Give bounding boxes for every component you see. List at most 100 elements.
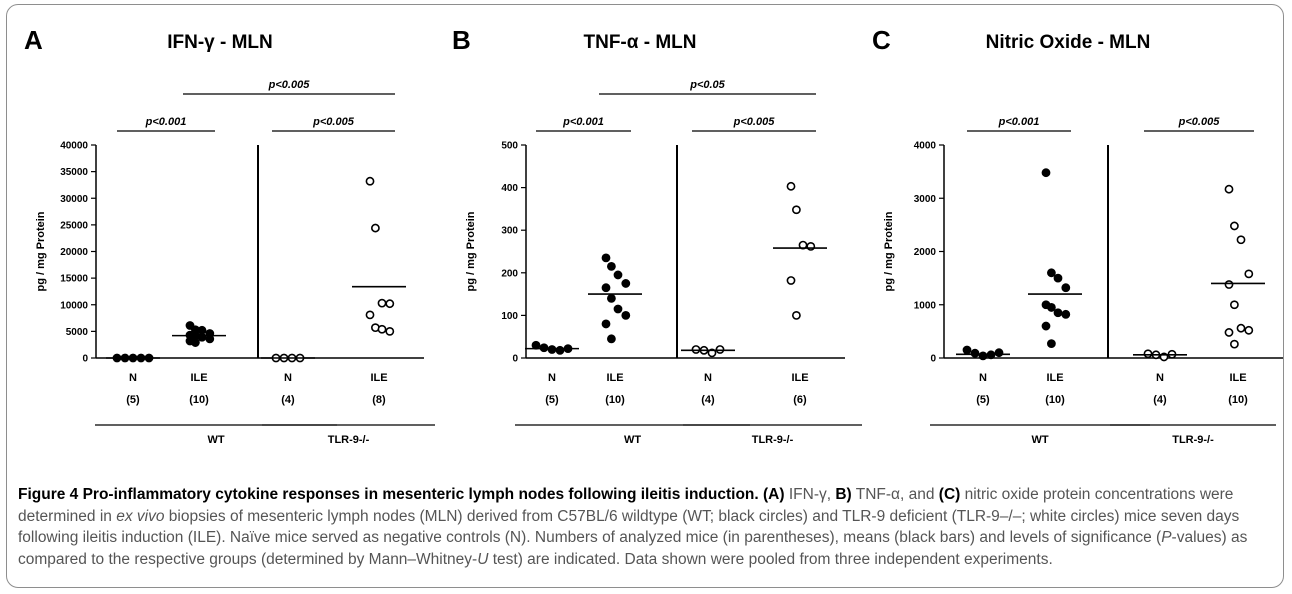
panel-b-data-point: [607, 293, 616, 303]
panel-c-data-point: [1047, 268, 1056, 278]
panel-a-category-label: N: [284, 372, 292, 384]
panel-c-data-point: [1224, 184, 1234, 194]
panel-c-y-tick-label: 4000: [914, 141, 937, 152]
panel-b-group-label: WT: [624, 434, 641, 446]
panel-b-data-point: [621, 279, 631, 288]
panel-a-letter: A: [24, 25, 43, 55]
panel-b-data-point: [786, 276, 796, 285]
panel-c-data-point: [1053, 308, 1063, 318]
panel-b-data-point: [547, 345, 557, 354]
panel-c-data-point: [1061, 283, 1071, 293]
panel-b-category-label: N: [704, 372, 712, 384]
caption-p-italic: P: [1161, 529, 1172, 546]
panel-c-significance-label: p<0.005: [1178, 116, 1221, 128]
panel-b-category-label: ILE: [791, 372, 808, 384]
panel-a-category-label: ILE: [190, 372, 207, 384]
panel-a-title: IFN-γ - MLN: [167, 32, 273, 53]
panel-a-data-point: [385, 299, 395, 309]
panel-a-group-label: WT: [207, 434, 224, 446]
panel-c-category-n: (10): [1045, 394, 1065, 406]
panel-b-letter: B: [452, 25, 471, 55]
panel-a-y-tick-label: 20000: [60, 247, 88, 258]
panel-c-y-tick-label: 3000: [914, 194, 937, 205]
caption-text2: biopsies of mesenteric lymph nodes (MLN)…: [18, 507, 1240, 547]
figure-charts: A IFN-γ - MLN 0 5000 10000 15000 20000 25000 300…: [24, 25, 1283, 446]
panel-a-y-tick-label: 0: [82, 354, 88, 365]
panel-b-title: TNF-α - MLN: [584, 32, 697, 53]
panel-c-data-point: [1224, 328, 1234, 337]
panel-b-y-tick-label: 300: [501, 226, 518, 237]
figure-caption: Figure 4 Pro-inflammatory cytokine respo…: [18, 484, 1273, 570]
panel-b-data-point: [621, 310, 631, 320]
panel-c-letter: C: [872, 25, 891, 55]
panel-c-category-label: N: [979, 372, 987, 384]
panel-a-y-tick-label: 35000: [60, 167, 88, 178]
panel-b-significance-label: p<0.05: [689, 79, 725, 91]
panel-b-data-point: [607, 262, 616, 271]
panel-c-data-point: [1236, 323, 1246, 333]
panel-a-category-n: (4): [281, 394, 295, 406]
panel-c-data-point: [1244, 269, 1254, 279]
caption-title: Figure 4 Pro-inflammatory cytokine respo…: [18, 486, 759, 503]
panel-c-data-point: [1047, 339, 1056, 349]
panel-c-group-label: WT: [1031, 434, 1048, 446]
caption-c-text: nitric oxide protein concentrations were…: [18, 486, 1234, 525]
panel-a-significance-label: p<0.005: [312, 116, 355, 128]
panel-a-y-tick-label: 30000: [60, 194, 88, 205]
panel-a-data-point: [190, 338, 200, 347]
panel-b-data-point: [531, 340, 541, 350]
panel-b-data-point: [607, 334, 616, 344]
panel-a-data-point: [377, 298, 387, 308]
panel-c-category-label: ILE: [1229, 372, 1246, 384]
panel-c-y-tick-label: 2000: [914, 247, 937, 258]
panel-a-data-point: [377, 324, 387, 334]
figure-frame: [6, 4, 1284, 588]
panel-a-group-label: TLR-9-/-: [328, 434, 370, 446]
panel-b-data-point: [539, 343, 549, 353]
panel-c-significance-label: p<0.001: [998, 116, 1040, 128]
panel-b-y-tick-label: 400: [501, 183, 518, 194]
panel-a-y-tick-label: 15000: [60, 274, 88, 285]
panel-c-category-label: ILE: [1046, 372, 1063, 384]
caption-u-italic: U: [477, 550, 489, 568]
caption-a-text: IFN-γ,: [784, 486, 836, 503]
panel-a-category-n: (5): [126, 394, 140, 406]
panel-c-data-point: [1224, 280, 1234, 289]
panel-a-y-tick-label: 40000: [60, 141, 88, 152]
panel-b-significance-label: p<0.005: [733, 116, 776, 128]
panel-a-significance-label: p<0.001: [145, 116, 187, 128]
panel-b-data-point: [786, 181, 796, 191]
panel-c-y-tick-label: 1000: [914, 300, 937, 311]
caption-b-label: B): [835, 486, 852, 503]
panel-c-category-label: N: [1156, 372, 1164, 384]
caption-c-label: (C): [938, 486, 961, 503]
panel-a-y-tick-label: 25000: [60, 220, 88, 231]
caption-a-label: (A): [763, 486, 785, 503]
panel-b-y-axis-label: pg / mg Protein: [465, 211, 477, 291]
panel-a-data-point: [197, 332, 207, 342]
caption-b-text: TNF-α, and: [851, 486, 939, 503]
panel-c-data-point: [1236, 235, 1246, 245]
panel-b-y-tick-label: 200: [501, 268, 518, 279]
panel-b-y-tick-label: 100: [501, 311, 518, 322]
panel-c-data-point: [1041, 168, 1051, 178]
panel-c-data-point: [978, 351, 988, 361]
panel-b-significance-label: p<0.001: [562, 116, 604, 128]
panel-b-data-point: [601, 253, 611, 263]
panel-a-category-n: (10): [189, 394, 209, 406]
panel-a-category-label: N: [129, 372, 137, 384]
panel-b-data-point: [691, 345, 701, 354]
panel-a-y-tick-label: 10000: [60, 300, 88, 311]
caption-exvivo: ex vivo: [116, 507, 165, 525]
panel-c-data-point: [1230, 221, 1239, 231]
panel-b-category-label: ILE: [606, 372, 623, 384]
panel-b-data-point: [806, 241, 816, 251]
panel-b-category-n: (4): [701, 394, 715, 406]
panel-a-data-point: [385, 326, 395, 336]
panel-a-y-tick-label: 5000: [66, 327, 89, 338]
panel-a-data-point: [365, 176, 375, 186]
panel-c-data-point: [970, 348, 980, 358]
panel-b-data-point: [555, 345, 565, 355]
panel-b-data-point: [792, 310, 801, 320]
panel-a-category-label: ILE: [370, 372, 387, 384]
